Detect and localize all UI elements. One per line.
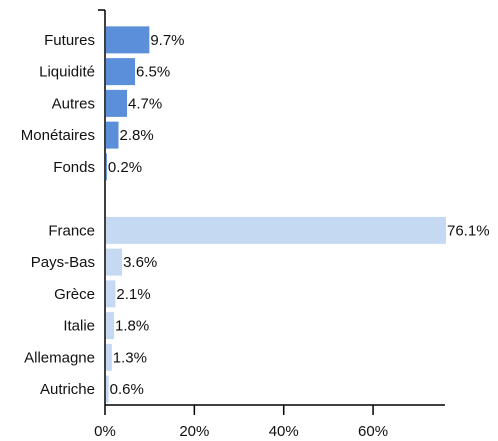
bar [106,312,115,340]
value-label: 1.3% [113,349,147,366]
value-label: 9.7% [150,32,184,49]
value-label: 6.5% [136,64,170,81]
value-label: 2.8% [120,127,154,144]
bar [106,280,116,308]
value-label: 3.6% [123,254,157,271]
y-tick-label: France [48,222,95,239]
y-tick-label: Grèce [54,286,95,303]
bar [106,26,150,54]
value-label: 4.7% [128,95,162,112]
y-tick-label: Pays-Bas [31,254,95,271]
y-tick-label: Autres [52,95,95,112]
y-tick-label: Italie [63,318,95,335]
value-label: 76.1% [447,222,490,239]
y-tick-label: Monétaires [21,127,95,144]
bar [106,343,112,371]
value-label: 1.8% [115,318,149,335]
x-tick-label: 20% [179,423,209,440]
x-tick-label: 40% [269,423,299,440]
bar [106,153,107,181]
bar [106,89,127,117]
x-tick-label: 60% [358,423,388,440]
bar [106,375,109,403]
value-label: 0.6% [110,381,144,398]
bar [106,216,446,244]
bar [106,248,123,276]
y-tick-label: Allemagne [24,349,95,366]
y-tick-label: Fonds [53,159,95,176]
bar [106,121,119,149]
x-tick-label: 0% [94,423,116,440]
value-label: 2.1% [116,286,150,303]
y-tick-label: Autriche [40,381,95,398]
y-tick-label: Liquidité [39,64,95,81]
y-tick-label: Futures [44,32,95,49]
value-label: 0.2% [108,159,142,176]
bar [106,58,136,86]
